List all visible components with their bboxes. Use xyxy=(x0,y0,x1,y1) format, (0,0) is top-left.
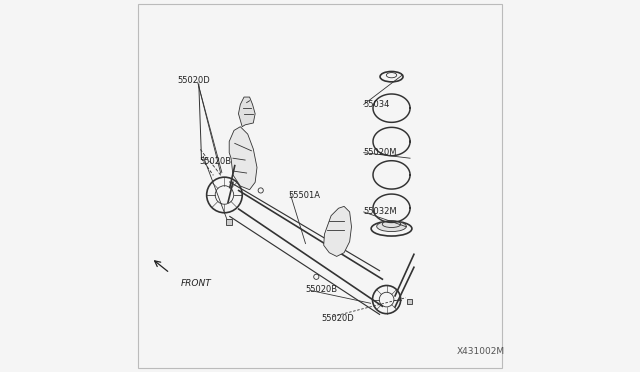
Text: FRONT: FRONT xyxy=(181,279,212,288)
Ellipse shape xyxy=(377,221,406,232)
Text: 55020B: 55020B xyxy=(200,157,232,166)
Text: X431002M: X431002M xyxy=(457,347,505,356)
Text: 55020D: 55020D xyxy=(322,314,355,323)
Text: 55034: 55034 xyxy=(364,100,390,109)
Polygon shape xyxy=(324,206,351,256)
Text: 55032M: 55032M xyxy=(364,208,397,217)
Text: 55501A: 55501A xyxy=(289,191,321,200)
Bar xyxy=(407,299,412,304)
Bar xyxy=(226,219,232,225)
Polygon shape xyxy=(239,97,255,127)
Polygon shape xyxy=(229,127,257,190)
Text: 55020D: 55020D xyxy=(177,76,210,85)
Text: 55020M: 55020M xyxy=(364,148,397,157)
Text: 55020B: 55020B xyxy=(305,285,337,294)
